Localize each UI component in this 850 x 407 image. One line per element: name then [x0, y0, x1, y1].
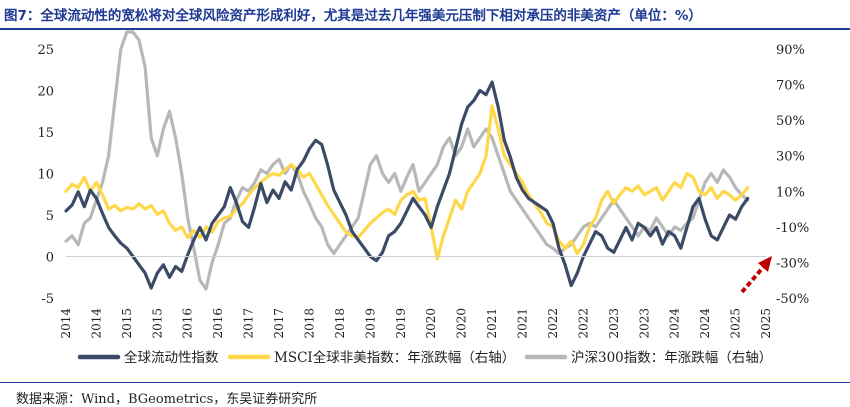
- title-rule: [0, 28, 850, 30]
- source-note: 数据来源：Wind，BGeometrics，东吴证券研究所: [16, 392, 318, 407]
- x-tick-0: 2014: [59, 308, 73, 339]
- x-tick-5: 2016: [211, 308, 225, 339]
- x-tick-23: 2025: [759, 308, 773, 339]
- x-tick-21: 2024: [698, 308, 712, 339]
- x-tick-18: 2023: [607, 308, 621, 339]
- y-right-tick-0: 90%: [776, 43, 805, 58]
- x-tick-3: 2015: [150, 308, 164, 339]
- x-tick-11: 2019: [394, 308, 408, 339]
- axes: 2520151050-590%70%50%30%10%-10%-30%-50%2…: [37, 43, 809, 339]
- x-tick-16: 2022: [546, 308, 560, 339]
- series-line-1: [64, 104, 750, 261]
- legend-label-1: MSCI全球非美指数：年涨跌幅（右轴）: [274, 349, 515, 366]
- y-right-tick-7: -50%: [776, 292, 809, 307]
- x-tick-15: 2021: [516, 308, 530, 339]
- x-tick-13: 2020: [455, 308, 469, 339]
- x-tick-22: 2025: [729, 308, 743, 339]
- y-right-tick-1: 70%: [776, 79, 805, 94]
- x-tick-19: 2023: [637, 308, 651, 339]
- x-tick-10: 2019: [363, 308, 377, 339]
- x-tick-7: 2017: [272, 308, 286, 339]
- y-left-tick-2: 15: [37, 126, 54, 141]
- y-right-tick-3: 30%: [776, 150, 805, 165]
- legend: 全球流动性指数 MSCI全球非美指数：年涨跌幅（右轴） 沪深300指数：年涨跌幅（右…: [77, 349, 772, 366]
- x-tick-12: 2020: [424, 308, 438, 339]
- x-tick-14: 2021: [485, 308, 499, 339]
- chart-canvas: 2520151050-590%70%50%30%10%-10%-30%-50%2…: [37, 30, 809, 366]
- x-tick-1: 2014: [89, 308, 103, 339]
- trend-arrow: [740, 256, 772, 294]
- trend-arrow-head: [758, 256, 772, 272]
- series-line-0: [64, 80, 750, 290]
- trend-arrow-shaft: [740, 262, 768, 294]
- y-left-tick-1: 20: [37, 85, 54, 100]
- series-line-2: [64, 30, 750, 291]
- x-tick-2: 2015: [120, 308, 134, 339]
- y-left-tick-5: 0: [46, 251, 54, 266]
- chart-title: 图7：全球流动性的宽松将对全球风险资产形成利好，尤其是过去几年强美元压制下相对承…: [4, 8, 702, 24]
- source-rule: [0, 382, 850, 383]
- y-left-tick-0: 25: [37, 43, 54, 58]
- x-tick-4: 2016: [181, 308, 195, 339]
- plot-area: [64, 30, 750, 291]
- x-tick-20: 2024: [668, 308, 682, 339]
- y-right-tick-6: -30%: [776, 256, 809, 271]
- y-right-tick-2: 50%: [776, 114, 805, 129]
- legend-label-2: 沪深300指数：年涨跌幅（右轴）: [571, 350, 772, 366]
- y-right-tick-4: 10%: [776, 185, 805, 200]
- x-tick-6: 2017: [242, 308, 256, 339]
- x-tick-8: 2018: [302, 308, 316, 339]
- x-tick-17: 2022: [576, 308, 590, 339]
- y-left-tick-4: 5: [46, 209, 54, 224]
- legend-label-0: 全球流动性指数: [124, 349, 219, 366]
- y-right-tick-5: -10%: [776, 221, 809, 236]
- x-tick-9: 2018: [333, 308, 347, 339]
- y-left-tick-3: 10: [37, 168, 54, 183]
- y-left-tick-6: -5: [41, 292, 54, 307]
